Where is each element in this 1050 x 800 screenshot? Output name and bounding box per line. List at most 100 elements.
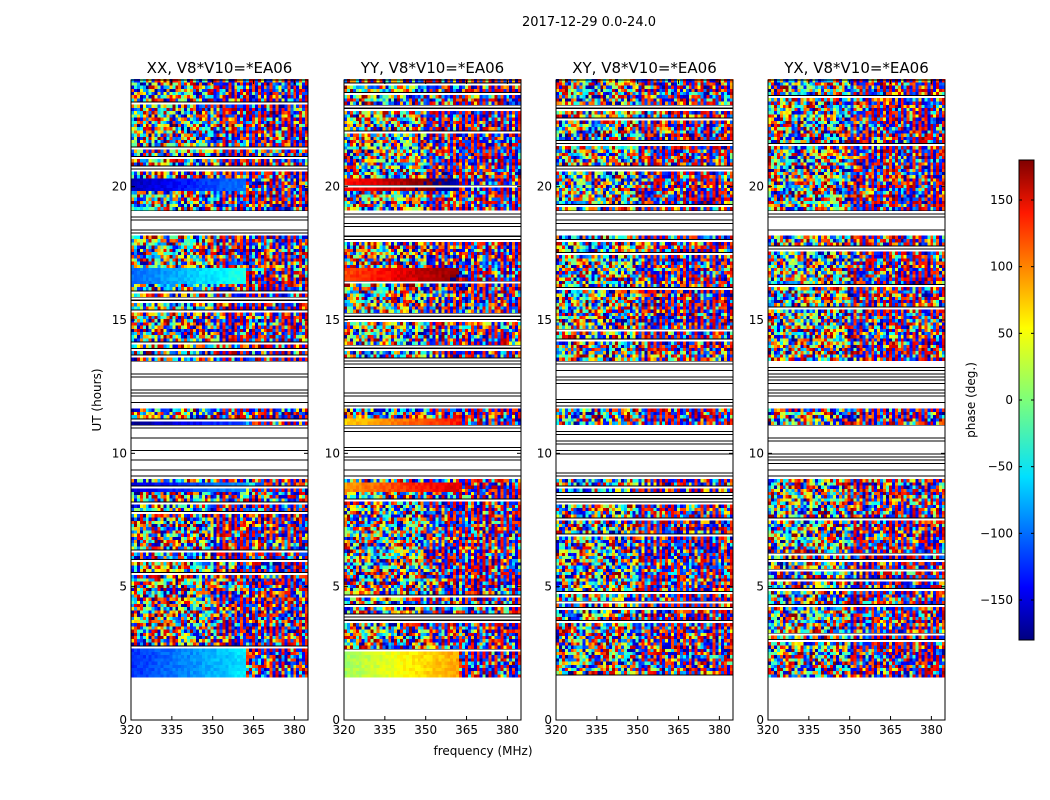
data-cell	[220, 482, 223, 486]
data-cell	[287, 517, 290, 521]
data-cell	[158, 546, 161, 550]
data-cell	[202, 351, 205, 355]
data-cell	[264, 505, 267, 509]
data-cell	[261, 623, 264, 627]
data-cell	[163, 546, 166, 550]
data-cell	[193, 540, 196, 544]
data-cell	[175, 601, 178, 605]
data-cell	[175, 649, 178, 653]
data-cell	[225, 415, 228, 419]
data-cell	[255, 581, 258, 585]
data-cell	[234, 620, 237, 624]
data-cell	[211, 498, 214, 502]
data-cell	[140, 514, 143, 518]
data-cell	[231, 546, 234, 550]
data-cell	[302, 345, 305, 349]
data-cell	[296, 665, 299, 669]
data-cell	[281, 482, 284, 486]
data-cell	[178, 591, 181, 595]
data-cell	[252, 594, 255, 598]
data-cell	[211, 492, 214, 496]
data-cell	[240, 607, 243, 611]
data-cell	[152, 597, 155, 601]
data-cell	[143, 668, 146, 672]
data-cell	[273, 556, 276, 560]
data-cell	[208, 332, 211, 336]
data-cell	[293, 357, 296, 361]
data-cell	[137, 639, 140, 643]
data-cell	[181, 581, 184, 585]
data-cell	[149, 652, 152, 656]
data-cell	[228, 601, 231, 605]
data-cell	[296, 524, 299, 528]
data-cell	[178, 671, 181, 675]
data-cell	[264, 601, 267, 605]
data-cell	[293, 665, 296, 669]
data-cell	[228, 565, 231, 569]
data-cell	[166, 597, 169, 601]
data-cell	[175, 607, 178, 611]
data-cell	[293, 620, 296, 624]
data-cell	[299, 626, 302, 630]
data-cell	[243, 674, 246, 678]
data-cell	[158, 674, 161, 678]
data-cell	[261, 521, 264, 525]
data-cell	[214, 357, 217, 361]
data-cell	[137, 351, 140, 355]
data-cell	[161, 421, 164, 425]
data-cell	[143, 553, 146, 557]
data-cell	[187, 633, 190, 637]
data-cell	[205, 351, 208, 355]
data-cell	[149, 533, 152, 537]
data-cell	[187, 530, 190, 534]
data-cell	[284, 575, 287, 579]
data-cell	[249, 597, 252, 601]
data-cell	[255, 530, 258, 534]
data-cell	[228, 332, 231, 336]
data-cell	[134, 649, 137, 653]
data-cell	[134, 591, 137, 595]
data-cell	[234, 591, 237, 595]
data-cell	[196, 613, 199, 617]
data-cell	[152, 674, 155, 678]
data-cell	[211, 562, 214, 566]
data-cell	[281, 623, 284, 627]
data-cell	[240, 565, 243, 569]
data-cell	[181, 482, 184, 486]
data-cell	[225, 533, 228, 537]
data-cell	[237, 357, 240, 361]
data-cell	[290, 543, 293, 547]
data-cell	[149, 329, 152, 333]
data-cell	[287, 357, 290, 361]
data-cell	[181, 591, 184, 595]
data-cell	[261, 626, 264, 630]
data-cell	[187, 546, 190, 550]
data-cell	[134, 629, 137, 633]
data-cell	[240, 537, 243, 541]
data-cell	[222, 415, 225, 419]
data-cell	[184, 629, 187, 633]
data-cell	[281, 578, 284, 582]
data-cell	[237, 591, 240, 595]
data-cell	[163, 514, 166, 518]
data-cell	[152, 338, 155, 342]
data-cell	[276, 482, 279, 486]
data-cell	[202, 527, 205, 531]
data-cell	[299, 636, 302, 640]
data-cell	[243, 345, 246, 349]
data-cell	[146, 652, 149, 656]
data-cell	[299, 492, 302, 496]
data-cell	[240, 642, 243, 646]
data-cell	[252, 489, 255, 493]
data-cell	[208, 575, 211, 579]
data-cell	[140, 671, 143, 675]
data-cell	[208, 623, 211, 627]
data-cell	[222, 642, 225, 646]
data-cell	[287, 578, 290, 582]
data-cell	[302, 556, 305, 560]
data-cell	[184, 415, 187, 419]
data-cell	[287, 508, 290, 512]
data-cell	[172, 636, 175, 640]
data-cell	[193, 626, 196, 630]
data-cell	[155, 661, 158, 665]
